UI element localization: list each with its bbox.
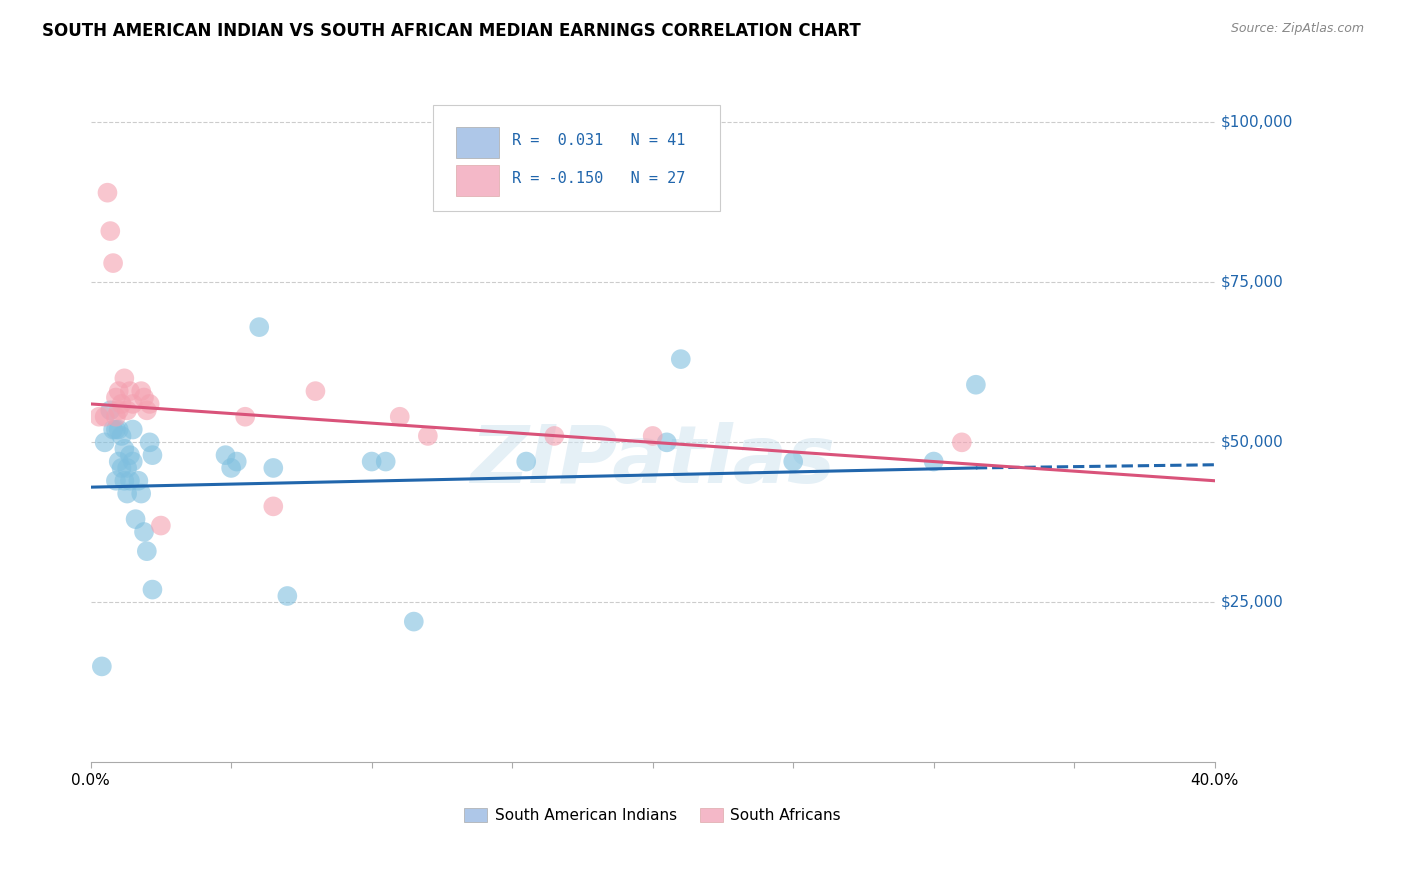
Point xyxy=(110,461,132,475)
Point xyxy=(950,435,973,450)
Point xyxy=(101,256,124,270)
Point xyxy=(87,409,110,424)
FancyBboxPatch shape xyxy=(433,105,720,211)
Point xyxy=(149,518,172,533)
Point xyxy=(276,589,298,603)
Point xyxy=(219,461,242,475)
Point xyxy=(402,615,425,629)
Point xyxy=(138,397,160,411)
Point xyxy=(90,659,112,673)
Point xyxy=(118,448,141,462)
Point xyxy=(543,429,565,443)
Text: Source: ZipAtlas.com: Source: ZipAtlas.com xyxy=(1230,22,1364,36)
Point xyxy=(104,391,127,405)
Point xyxy=(98,403,121,417)
Point xyxy=(782,454,804,468)
Point xyxy=(214,448,236,462)
Text: $100,000: $100,000 xyxy=(1220,115,1292,129)
Point xyxy=(118,384,141,398)
Point xyxy=(129,486,152,500)
Point xyxy=(121,454,143,468)
FancyBboxPatch shape xyxy=(456,165,499,196)
Point xyxy=(922,454,945,468)
Point xyxy=(374,454,396,468)
Point xyxy=(135,544,157,558)
Text: R = -0.150   N = 27: R = -0.150 N = 27 xyxy=(512,171,686,186)
Point xyxy=(515,454,537,468)
Point xyxy=(115,403,138,417)
Point xyxy=(93,409,115,424)
Point xyxy=(93,435,115,450)
Point xyxy=(262,461,284,475)
Point xyxy=(360,454,382,468)
Point xyxy=(141,448,163,462)
Point xyxy=(127,474,149,488)
Text: $50,000: $50,000 xyxy=(1220,434,1284,450)
Text: R =  0.031   N = 41: R = 0.031 N = 41 xyxy=(512,133,686,148)
Point xyxy=(124,512,146,526)
Point xyxy=(304,384,326,398)
Point xyxy=(135,403,157,417)
Point xyxy=(112,474,135,488)
Point xyxy=(107,403,129,417)
Point xyxy=(262,500,284,514)
Text: $75,000: $75,000 xyxy=(1220,275,1284,290)
Point xyxy=(132,391,155,405)
Point xyxy=(138,435,160,450)
Point xyxy=(129,384,152,398)
Point xyxy=(98,224,121,238)
Point xyxy=(669,352,692,367)
Point xyxy=(104,409,127,424)
Point xyxy=(233,409,256,424)
Point xyxy=(96,186,118,200)
Point xyxy=(118,474,141,488)
Point xyxy=(115,461,138,475)
Point xyxy=(104,423,127,437)
Point xyxy=(121,397,143,411)
Point xyxy=(104,474,127,488)
Point xyxy=(965,377,987,392)
Text: ZIPatlas: ZIPatlas xyxy=(470,422,835,500)
Point xyxy=(107,384,129,398)
Point xyxy=(141,582,163,597)
FancyBboxPatch shape xyxy=(456,127,499,158)
Point xyxy=(115,486,138,500)
Point xyxy=(107,423,129,437)
Text: SOUTH AMERICAN INDIAN VS SOUTH AFRICAN MEDIAN EARNINGS CORRELATION CHART: SOUTH AMERICAN INDIAN VS SOUTH AFRICAN M… xyxy=(42,22,860,40)
Point xyxy=(121,423,143,437)
Point xyxy=(641,429,664,443)
Point xyxy=(101,423,124,437)
Point xyxy=(655,435,678,450)
Point xyxy=(110,429,132,443)
Point xyxy=(110,397,132,411)
Point xyxy=(225,454,247,468)
Text: $25,000: $25,000 xyxy=(1220,595,1284,610)
Point xyxy=(247,320,270,334)
Point xyxy=(112,442,135,456)
Point xyxy=(132,524,155,539)
Point xyxy=(107,454,129,468)
Point xyxy=(112,371,135,385)
Point xyxy=(416,429,439,443)
Point xyxy=(388,409,411,424)
Legend: South American Indians, South Africans: South American Indians, South Africans xyxy=(464,808,841,823)
